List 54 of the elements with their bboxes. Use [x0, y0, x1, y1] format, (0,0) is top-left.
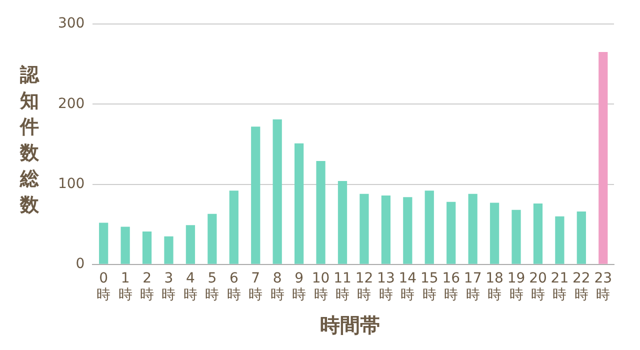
x-tick-label: 0時 — [96, 270, 111, 304]
x-tick-label: 8時 — [270, 270, 284, 304]
x-tick-label: 1時 — [118, 270, 132, 304]
bar — [294, 143, 304, 264]
bar — [316, 161, 326, 264]
x-tick-label: 5時 — [205, 270, 220, 304]
bar — [338, 181, 348, 264]
bar — [598, 52, 608, 264]
bar — [533, 204, 543, 264]
bar — [251, 126, 260, 264]
bar — [186, 225, 196, 264]
x-tick-label: 9時 — [292, 270, 306, 304]
x-tick-label: 10時 — [312, 270, 330, 304]
x-tick-label: 19時 — [507, 270, 526, 304]
bar — [99, 222, 108, 264]
y-tick-label: 100 — [58, 176, 85, 192]
bar — [446, 202, 456, 264]
x-tick-label: 22時 — [572, 270, 590, 304]
x-tick-label: 14時 — [398, 270, 417, 304]
y-tick-label: 0 — [76, 256, 85, 272]
bar — [512, 210, 521, 264]
bar — [576, 212, 586, 264]
bar — [490, 202, 500, 264]
bar — [424, 190, 434, 264]
bar — [142, 232, 152, 264]
x-tick-label: 11時 — [334, 270, 352, 304]
x-tick-label: 23時 — [594, 270, 612, 304]
x-tick-label: 18時 — [486, 270, 504, 304]
bar — [555, 216, 564, 264]
bar — [468, 194, 478, 264]
bar — [360, 194, 369, 264]
x-tick-label: 13時 — [377, 270, 395, 304]
x-tick-label: 2時 — [140, 270, 154, 304]
x-tick-label: 16時 — [442, 270, 460, 304]
y-tick-label: 300 — [58, 16, 85, 32]
bar — [208, 214, 217, 264]
bar — [403, 197, 412, 264]
bar — [229, 190, 238, 264]
x-axis-title: 時間帯 — [319, 312, 381, 339]
x-tick-label: 4時 — [183, 270, 198, 304]
x-tick-label: 12時 — [355, 270, 374, 304]
x-tick-label: 3時 — [162, 270, 176, 304]
y-tick-label: 200 — [58, 96, 85, 112]
x-tick-label: 17時 — [464, 270, 482, 304]
x-tick-label: 7時 — [248, 270, 263, 304]
y-axis-title: 認知件数総数 — [20, 63, 40, 218]
bar — [164, 236, 174, 264]
x-tick-label: 21時 — [550, 270, 569, 304]
bar — [381, 195, 390, 264]
bar — [272, 119, 282, 264]
x-tick-label: 20時 — [529, 270, 547, 304]
bar — [120, 226, 130, 264]
x-tick-label: 6時 — [226, 270, 241, 304]
x-tick-label: 15時 — [420, 270, 438, 304]
